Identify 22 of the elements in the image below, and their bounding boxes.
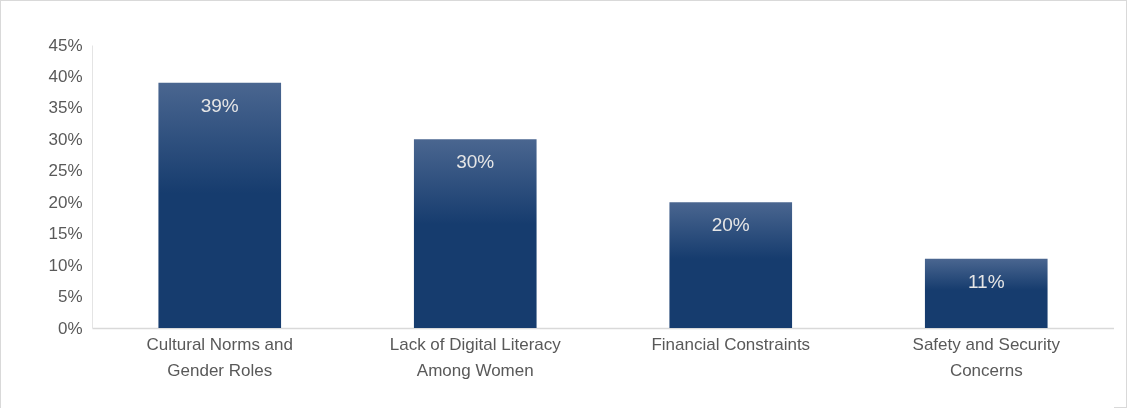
x-tick-label: Lack of Digital Literacy Among Women xyxy=(389,334,562,380)
y-tick-label: 45% xyxy=(48,35,83,55)
y-tick-label: 20% xyxy=(48,192,83,212)
y-tick-label: 40% xyxy=(48,66,83,86)
data-label: 39% xyxy=(200,94,239,116)
bar xyxy=(158,82,282,328)
x-tick-label: Financial Constraints xyxy=(651,334,811,354)
x-tick-label: Safety and Security Concerns xyxy=(912,334,1061,380)
y-tick-label: 5% xyxy=(57,287,83,307)
bar xyxy=(669,202,793,328)
y-tick-label: 35% xyxy=(48,98,83,118)
y-tick-label: 30% xyxy=(48,129,83,149)
data-label: 11% xyxy=(967,270,1005,292)
y-tick-label: 0% xyxy=(57,318,83,338)
bar xyxy=(924,258,1048,328)
y-tick-label: 25% xyxy=(48,161,83,181)
bar xyxy=(413,139,537,328)
y-tick-label: 15% xyxy=(48,224,83,244)
y-tick-label: 10% xyxy=(48,255,83,275)
x-tick-label: Cultural Norms and Gender Roles xyxy=(146,334,293,380)
data-label: 30% xyxy=(456,151,495,173)
data-label: 20% xyxy=(711,214,750,236)
